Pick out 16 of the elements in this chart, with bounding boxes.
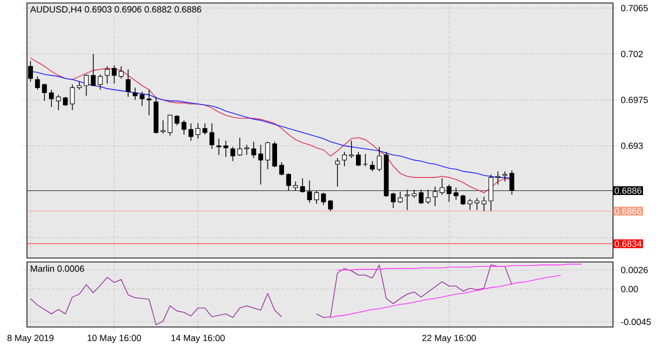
y-tick-label: 0.693	[621, 142, 643, 149]
x-tick-label: 10 May 16:00	[88, 334, 142, 343]
y-tick-label: -0.0045	[621, 318, 651, 326]
x-tick-label: 22 May 16:00	[422, 334, 476, 343]
y-tick-label: 0.6975	[621, 96, 648, 104]
ref-line-label: 0.6834	[614, 240, 642, 247]
chart-title: Marlin 0.0006	[30, 265, 84, 272]
x-tick-label: 8 May 2019	[7, 334, 54, 343]
ref-line-label: 0.6886	[614, 188, 642, 194]
chart-title: AUDUSD,H4 0.6903 0.6906 0.6882 0.6886	[30, 6, 202, 14]
y-tick-label: 0.702	[621, 50, 643, 58]
y-tick-label: 0.00	[621, 286, 638, 292]
y-tick-label: 0.7065	[621, 4, 648, 12]
ref-line-label: 0.6866	[614, 208, 642, 214]
y-tick-label: 0.0026	[621, 266, 648, 274]
x-tick-label: 14 May 16:00	[171, 334, 225, 343]
